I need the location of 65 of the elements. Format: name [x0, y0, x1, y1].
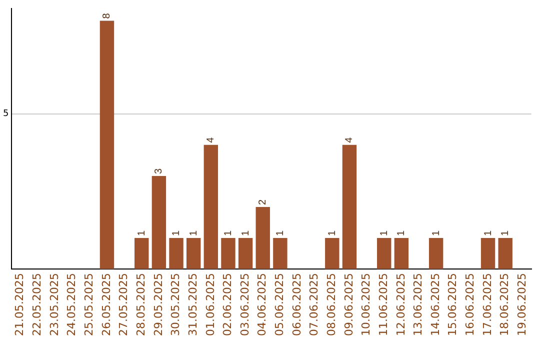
x-tick-label: 02.06.2025	[221, 273, 234, 336]
data-label: 1	[188, 230, 200, 236]
bar	[256, 206, 270, 270]
bar	[394, 238, 409, 270]
x-tick-label: 04.06.2025	[256, 273, 269, 336]
data-label: 8	[102, 12, 113, 19]
bar	[134, 238, 149, 270]
bar	[186, 238, 201, 270]
x-tick-label: 05.06.2025	[273, 273, 286, 336]
x-tick-label: 13.06.2025	[412, 273, 425, 336]
data-label: 1	[396, 230, 408, 236]
data-label: 4	[344, 136, 356, 143]
bar	[480, 238, 496, 270]
data-label: 1	[222, 230, 234, 236]
x-tick-label: 22.05.2025	[30, 273, 44, 336]
bar	[152, 176, 166, 270]
x-tick-label: 10.06.2025	[360, 273, 373, 336]
bar	[221, 238, 236, 270]
y-tick-label: 5	[2, 109, 9, 120]
bar	[273, 238, 288, 270]
bar	[238, 238, 253, 270]
bar	[428, 238, 444, 270]
bar	[342, 144, 357, 270]
bar	[169, 238, 184, 270]
x-tick-label: 19.06.2025	[516, 273, 529, 336]
data-label: 1	[482, 230, 494, 236]
data-label: 1	[500, 230, 512, 236]
x-tick-label: 01.06.2025	[204, 273, 217, 336]
x-tick-label: 28.05.2025	[134, 273, 148, 336]
bar	[498, 238, 512, 270]
x-tick-label: 15.06.2025	[446, 273, 460, 336]
data-label: 1	[430, 230, 442, 236]
x-tick-label: 21.05.2025	[13, 273, 26, 336]
x-tick-label: 24.05.2025	[65, 273, 78, 336]
x-tick-label: 16.06.2025	[464, 273, 477, 336]
x-tick-label: 18.06.2025	[498, 273, 512, 336]
data-label: 1	[240, 230, 252, 236]
x-tick-label: 17.06.2025	[480, 273, 494, 336]
data-label: 1	[171, 230, 182, 236]
x-tick-label: 12.06.2025	[394, 273, 408, 336]
bar	[204, 144, 218, 270]
data-label: 2	[258, 198, 269, 205]
x-tick-label: 26.05.2025	[100, 273, 113, 336]
data-label: 1	[326, 230, 338, 236]
bar	[100, 20, 114, 270]
data-label: 1	[136, 230, 148, 236]
x-tick-label: 09.06.2025	[342, 273, 356, 336]
data-label: 3	[154, 168, 165, 174]
x-tick-label: 14.06.2025	[428, 273, 442, 336]
x-tick-label: 25.05.2025	[82, 273, 96, 336]
x-tick-label: 31.05.2025	[186, 273, 200, 336]
x-tick-label: 29.05.2025	[152, 273, 165, 336]
x-tick-label: 27.05.2025	[117, 273, 130, 336]
data-label: 1	[378, 230, 390, 236]
x-tick-label: 11.06.2025	[376, 273, 390, 336]
x-tick-label: 06.06.2025	[290, 273, 304, 336]
data-label: 4	[206, 136, 217, 143]
bar	[377, 238, 392, 270]
x-tick-label: 08.06.2025	[325, 273, 338, 336]
x-tick-label: 03.06.2025	[238, 273, 252, 336]
data-label: 1	[274, 230, 286, 236]
bar	[325, 238, 340, 270]
x-tick-label: 30.05.2025	[169, 273, 182, 336]
x-tick-label: 07.06.2025	[308, 273, 321, 336]
x-tick-label: 23.05.2025	[48, 273, 61, 336]
